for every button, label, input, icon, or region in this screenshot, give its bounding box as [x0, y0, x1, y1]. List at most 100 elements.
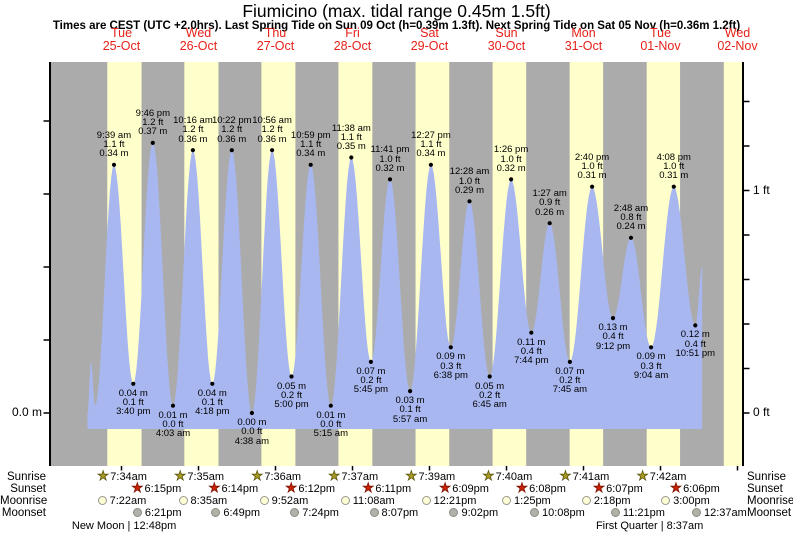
tide-area: [87, 142, 703, 429]
sunrise-time: 7:37am: [341, 471, 379, 483]
sunset-row-label: Sunset: [10, 483, 46, 495]
right-axis-0ft-label: 0 ft: [753, 405, 770, 419]
sunrise-star-icon: ★: [328, 468, 341, 483]
annotation-line: 1.1 ft: [300, 139, 322, 151]
tide-extreme-dot: [509, 177, 514, 182]
annotation-line: 0.2 ft: [280, 389, 303, 401]
tide-extreme-dot: [210, 381, 215, 386]
annotation-line: 10:22 pm: [211, 115, 252, 127]
annotation-line: 0.11 m: [517, 336, 546, 348]
annotation-line: 2:40 pm: [574, 151, 610, 163]
tide-extreme-dot: [428, 162, 433, 167]
moonset-time: 6:49pm: [223, 507, 261, 519]
annotation-line: 0.31 m: [659, 170, 689, 182]
day-label: Thu 27-Oct: [238, 27, 314, 53]
annotation-line: 3:40 pm: [116, 406, 151, 418]
moon-phase-caption: New Moon | 12:48pm: [71, 520, 177, 532]
sunrise-time: 7:41am: [572, 471, 610, 483]
high-tide-annotation: 12:27 pm 1.1 ft 0.34 m: [389, 129, 473, 158]
annotation-line: 1.1 ft: [103, 139, 125, 151]
sunrise-time: 7:36am: [264, 471, 302, 483]
sunrise-time: 7:42am: [649, 471, 687, 483]
sunset-star-icon: ★: [439, 480, 451, 495]
sunset-time: 6:08pm: [529, 483, 566, 495]
annotation-line: 0.09 m: [436, 351, 466, 363]
moonset-time: 12:37am: [703, 507, 747, 519]
annotation-line: 4:03 am: [155, 428, 191, 440]
day-date: 30-Oct: [487, 39, 526, 53]
annotation-line: 1.1 ft: [420, 139, 442, 151]
moonset-icon: [132, 508, 142, 517]
annotation-line: 0.1 ft: [122, 397, 144, 409]
tide-extreme-dot: [567, 359, 573, 364]
day-name: Thu: [264, 26, 287, 40]
sunrise-row-label: Sunrise: [7, 471, 46, 483]
high-tide-annotation: 2:48 am 0.8 ft 0.24 m: [589, 202, 673, 231]
day-name: Fri: [345, 26, 360, 40]
high-tide-annotation: 4:08 pm 1.0 ft 0.31 m: [632, 152, 716, 182]
annotation-line: 4:38 am: [234, 435, 270, 447]
tide-extreme-dot: [190, 148, 195, 153]
annotation-line: 0.35 m: [336, 141, 366, 153]
annotation-line: 2:48 am: [613, 202, 649, 214]
low-tide-annotation: 0.00 m 0.0 ft 4:38 am: [210, 418, 294, 446]
annotation-line: 1.2 ft: [142, 117, 164, 129]
day-name: Sun: [495, 26, 518, 40]
annotation-line: 0.01 m: [158, 409, 188, 421]
sunrise-star-icon: ★: [97, 468, 109, 483]
annotation-line: 1.0 ft: [458, 175, 481, 187]
high-tide-annotation: 10:59 pm 1.1 ft 0.34 m: [269, 129, 353, 158]
low-tide-annotation: 0.12 m 0.4 ft 10:51 pm: [653, 330, 737, 358]
sunrise-time: 7:35am: [187, 471, 225, 483]
moonset-time: 8:07pm: [381, 507, 419, 519]
low-tide-annotation: 0.09 m 0.3 ft 9:04 am: [609, 352, 693, 380]
sunset-star-icon: ★: [362, 480, 374, 495]
moonrise-icon: [97, 496, 107, 505]
annotation-line: 0.31 m: [577, 170, 607, 182]
low-tide-annotation: 0.03 m 0.1 ft 5:57 am: [368, 396, 452, 424]
annotation-line: 1.0 ft: [663, 160, 685, 172]
annotation-line: 5:45 pm: [353, 384, 389, 396]
high-tide-annotation: 9:46 pm 1.2 ft 0.37 m: [111, 108, 195, 136]
high-tide-annotation: 9:39 am 1.1 ft 0.34 m: [72, 130, 156, 158]
moonset-icon: [369, 508, 379, 517]
annotation-line: 0.32 m: [496, 162, 526, 174]
annotation-line: 5:15 am: [313, 428, 348, 440]
annotation-line: 10:59 pm: [290, 129, 331, 141]
annotation-line: 1.0 ft: [379, 153, 401, 165]
annotation-line: 0.00 m: [237, 417, 267, 428]
tide-extreme-dot: [308, 162, 313, 167]
annotation-line: 0.0 ft: [162, 418, 184, 430]
annotation-line: 12:27 pm: [411, 129, 451, 141]
annotation-line: 0.07 m: [555, 365, 585, 377]
sunset-time: 6:11pm: [375, 483, 412, 495]
annotation-line: 0.4 ft: [520, 345, 542, 357]
sunrise-star-icon: ★: [559, 468, 572, 483]
day-date: 29-Oct: [410, 39, 449, 53]
high-tide-annotation: 10:22 pm 1.2 ft 0.36 m: [190, 116, 274, 144]
tide-extreme-dot: [150, 140, 155, 145]
tide-extreme-dot: [387, 177, 393, 182]
sunset-time: 6:14pm: [221, 483, 259, 495]
sunset-time: 6:09pm: [452, 483, 489, 495]
moon-phase-caption: First Quarter | 8:37am: [595, 520, 704, 532]
moonrise-time: 11:08am: [352, 495, 395, 507]
day-name: Tue: [110, 26, 133, 40]
annotation-line: 0.4 ft: [684, 338, 706, 350]
moonrise-time: 3:00pm: [673, 495, 710, 507]
moonrise-time: 8:35am: [190, 495, 228, 507]
annotation-line: 0.1 ft: [399, 404, 421, 416]
day-label: Tue 01-Nov: [623, 27, 699, 53]
day-date: 26-Oct: [179, 39, 218, 53]
annotation-line: 0.2 ft: [360, 375, 382, 387]
high-tide-annotation: 11:41 pm 1.0 ft 0.32 m: [348, 145, 432, 173]
low-tide-annotation: 0.01 m 0.0 ft 4:03 am: [131, 409, 215, 440]
tide-extreme-dot: [487, 374, 492, 379]
annotation-line: 1:27 am: [532, 188, 567, 200]
low-tide-annotation: 0.04 m 0.1 ft 4:18 pm: [170, 388, 254, 416]
low-tide-annotation: 0.05 m 0.2 ft 6:45 am: [448, 381, 532, 409]
moonset-icon: [691, 508, 701, 517]
day-label: Tue 25-Oct: [84, 27, 160, 53]
sunrise-time: 7:34am: [110, 471, 147, 483]
sunset-star-icon: ★: [670, 480, 682, 495]
